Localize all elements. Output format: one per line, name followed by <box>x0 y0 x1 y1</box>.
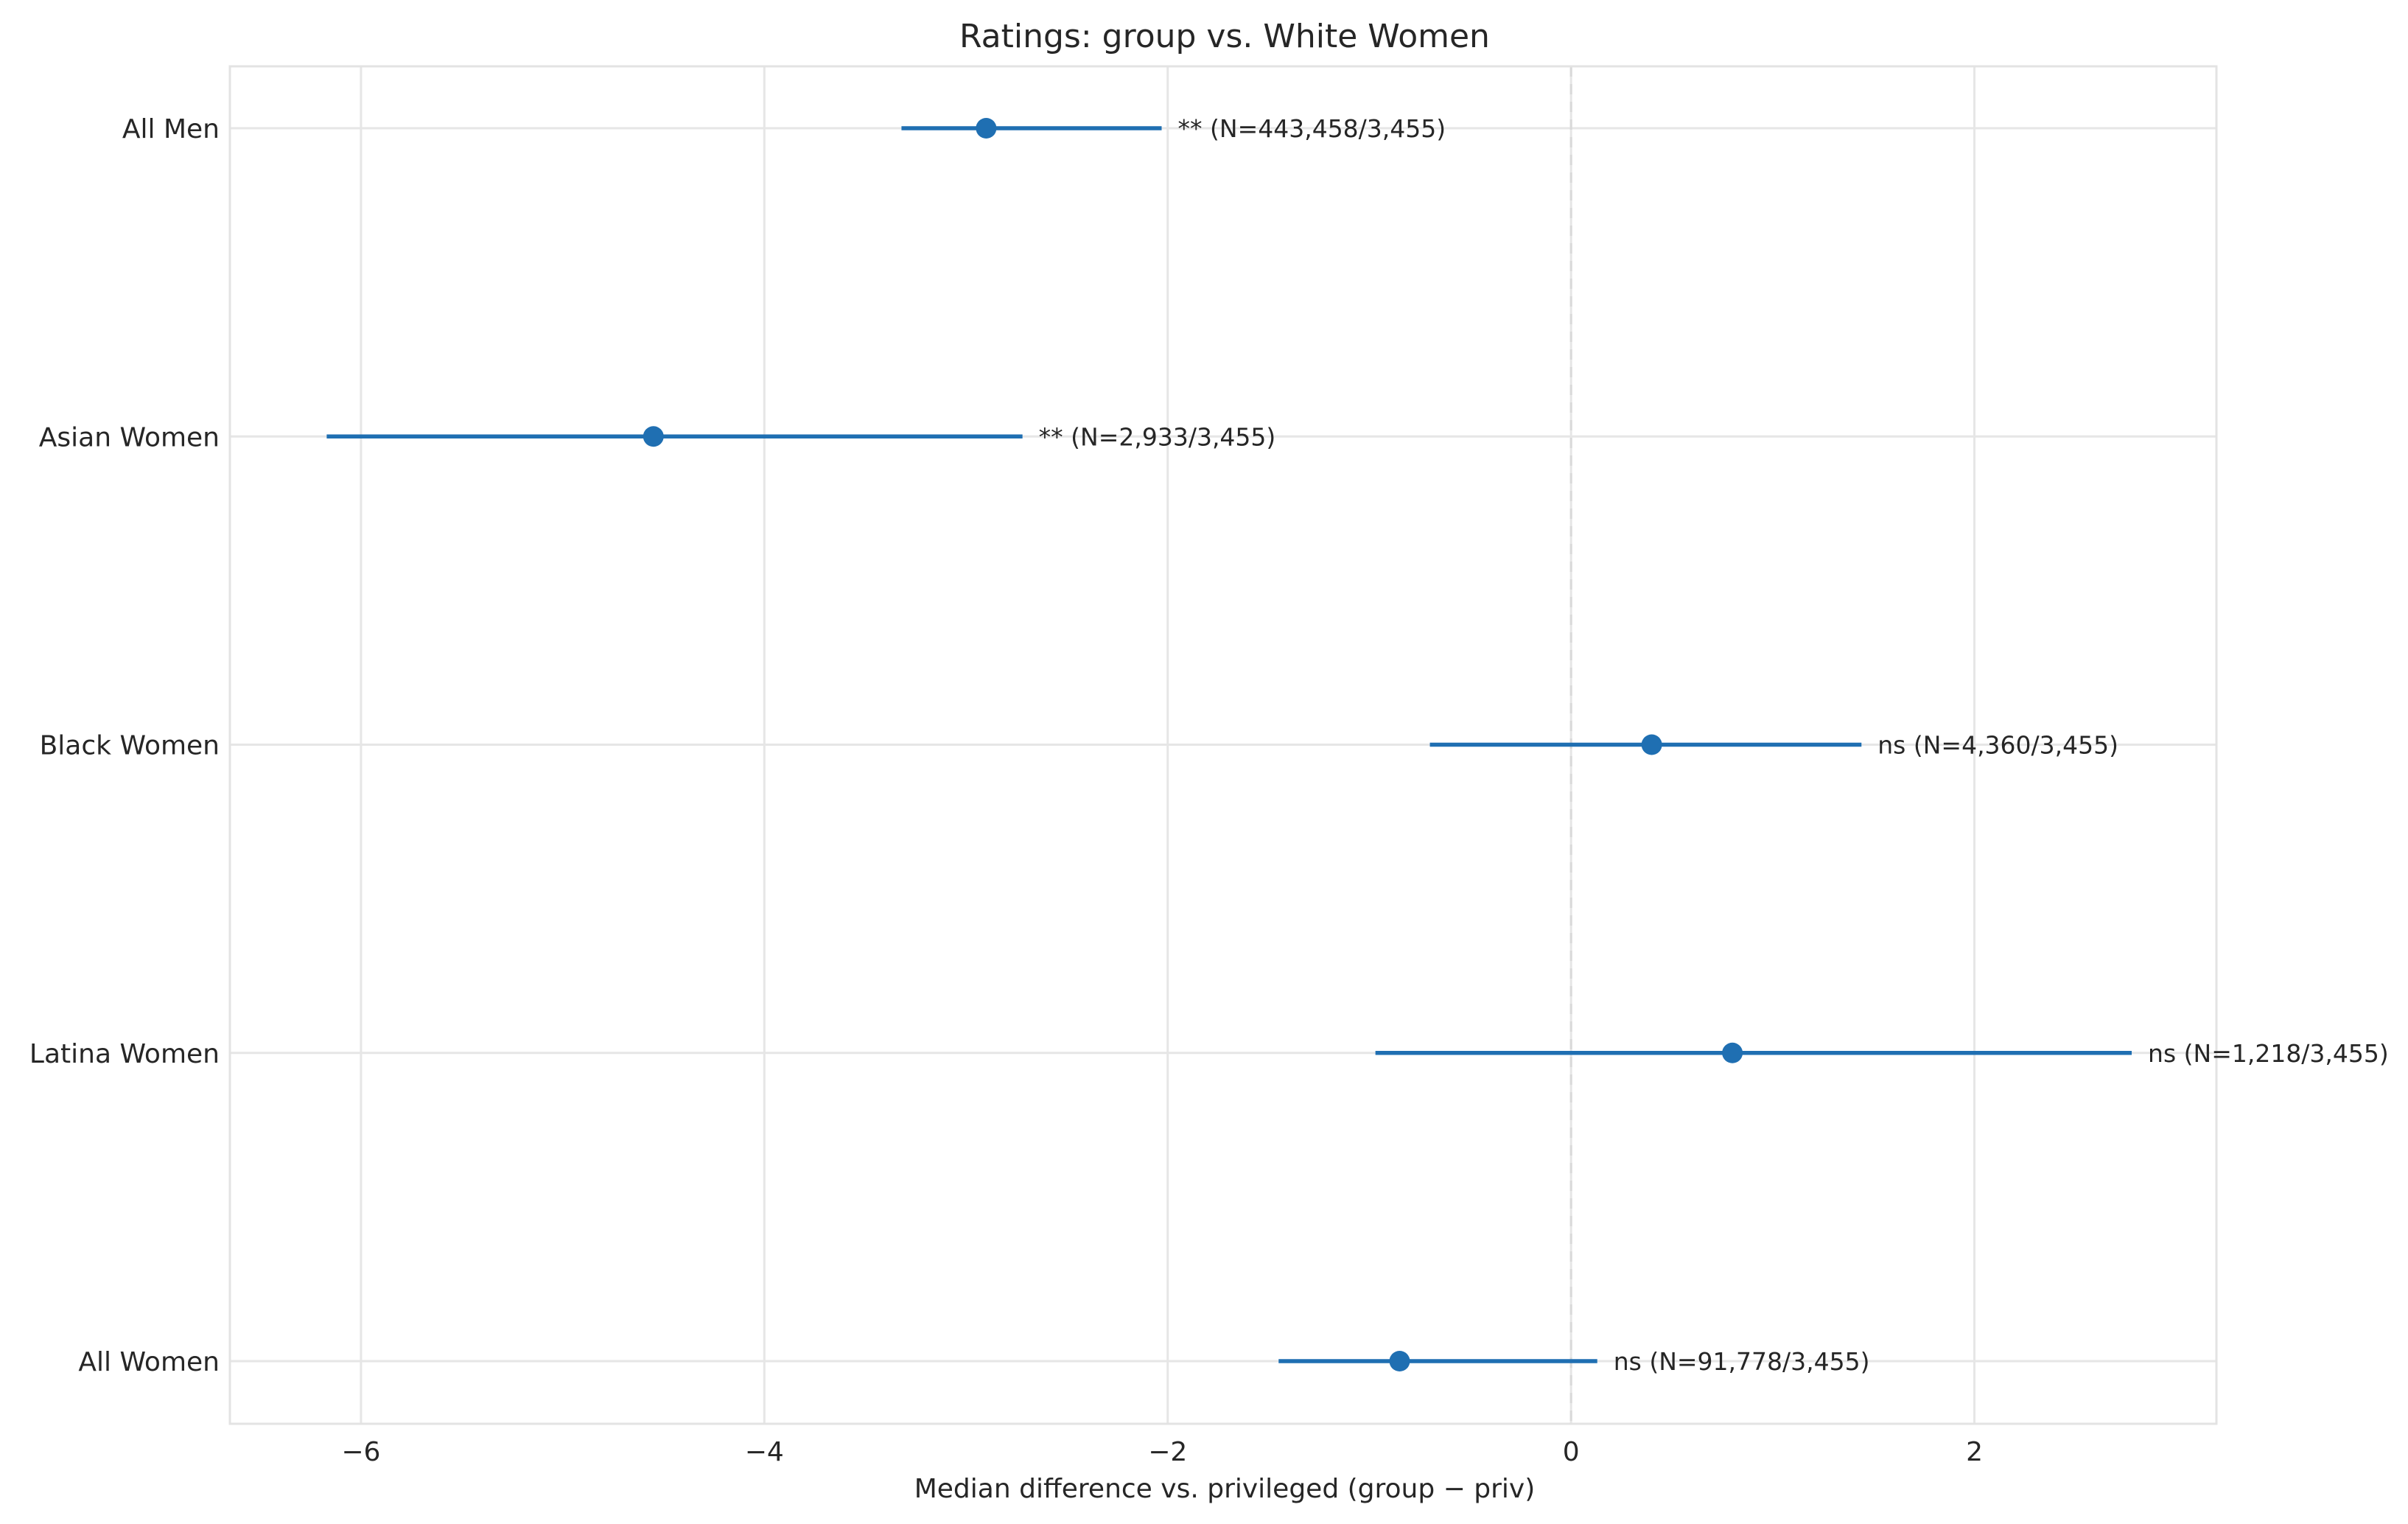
y-tick-label: Asian Women <box>39 422 220 452</box>
y-tick-label: Latina Women <box>29 1039 220 1069</box>
x-tick-label: −6 <box>341 1437 380 1467</box>
y-tick-label: All Women <box>78 1347 220 1377</box>
y-tick-label: Black Women <box>40 731 220 761</box>
point-annotation: ** (N=443,458/3,455) <box>1178 114 1446 143</box>
x-tick-label: −2 <box>1148 1437 1187 1467</box>
x-tick-label: −4 <box>745 1437 784 1467</box>
plot-area-frame <box>228 65 2218 1425</box>
point-annotation: ** (N=2,933/3,455) <box>1039 422 1276 451</box>
estimate-point <box>643 426 664 447</box>
x-tick-label: 2 <box>1966 1437 1983 1467</box>
point-annotation: ns (N=1,218/3,455) <box>2148 1039 2389 1068</box>
estimate-point <box>1722 1042 1743 1063</box>
y-tick-labels: All Men Asian Women Black Women Latina Wome… <box>29 114 220 1377</box>
x-tick-labels: −6 −4 −2 0 2 <box>341 1437 1983 1467</box>
annotations: ** (N=443,458/3,455) ** (N=2,933/3,455) ns… <box>1039 114 2389 1376</box>
chart-title: Ratings: group vs. White Women <box>959 18 1490 55</box>
y-tick-label: All Men <box>122 114 220 144</box>
x-tick-label: 0 <box>1563 1437 1580 1467</box>
series-errorbars <box>326 118 2132 1371</box>
point-annotation: ns (N=91,778/3,455) <box>1614 1347 1870 1376</box>
x-axis-label: Median difference vs. privileged (group … <box>914 1474 1536 1504</box>
grid <box>230 66 2216 1424</box>
point-annotation: ns (N=4,360/3,455) <box>1877 731 2118 760</box>
estimate-point <box>976 118 997 139</box>
estimate-point <box>1641 734 1662 755</box>
estimate-point <box>1389 1351 1410 1371</box>
